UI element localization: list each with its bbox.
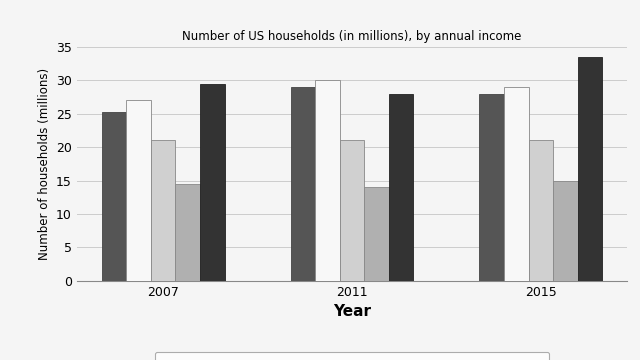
Bar: [200, 84, 225, 281]
Bar: [479, 94, 504, 281]
Bar: [529, 140, 553, 281]
Bar: [315, 80, 340, 281]
Bar: [151, 140, 175, 281]
Legend: Less than $25,000, $25,000–$49,999, $50,000–$74,999, $75,000–$99,999, $100,000 o: Less than $25,000, $25,000–$49,999, $50,…: [156, 352, 548, 360]
Bar: [553, 180, 578, 281]
Bar: [126, 100, 151, 281]
Bar: [578, 57, 602, 281]
Y-axis label: Number of households (millions): Number of households (millions): [38, 68, 51, 260]
Bar: [291, 87, 315, 281]
X-axis label: Year: Year: [333, 304, 371, 319]
Bar: [340, 140, 364, 281]
Title: Number of US households (in millions), by annual income: Number of US households (in millions), b…: [182, 30, 522, 43]
Bar: [364, 187, 389, 281]
Bar: [389, 94, 413, 281]
Bar: [175, 184, 200, 281]
Bar: [102, 112, 126, 281]
Bar: [504, 87, 529, 281]
